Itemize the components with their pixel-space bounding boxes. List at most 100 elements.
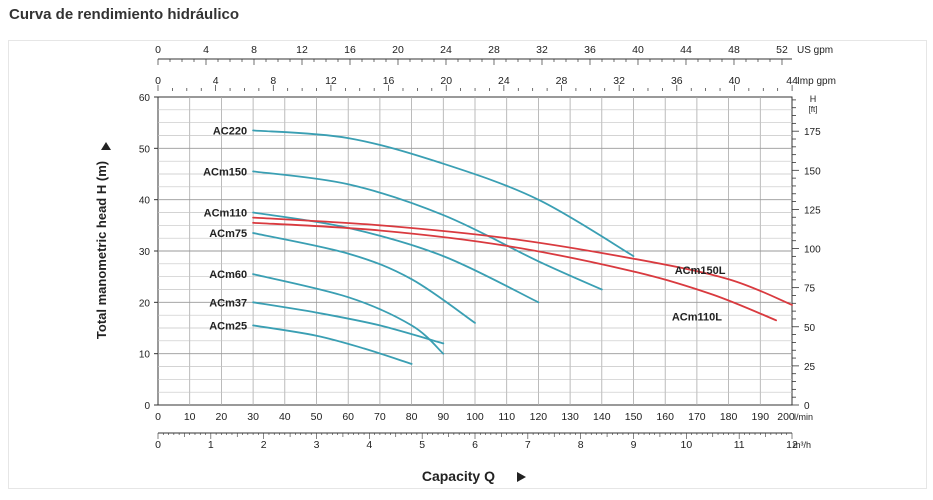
right-axis-tick-label: 175 (804, 127, 821, 138)
left-axis: 0 10 20 30 40 50 60 (139, 93, 158, 412)
top-axis-usgpm-tick-label: 44 (680, 44, 692, 56)
y-axis-label: Total manometric head H (m) (94, 161, 109, 339)
x-axis-arrow-icon (517, 472, 526, 482)
bottom-axis-lmin-tick-label: 30 (247, 411, 259, 423)
bottom-axis-lmin-tick-label: 10 (184, 411, 196, 423)
top-axis-usgpm-unit: US gpm (797, 45, 833, 56)
bottom-axis-m3h-tick-label: 6 (472, 439, 478, 451)
bottom-axis-lmin-tick-label: 200 (777, 411, 795, 423)
series-label-acm37: ACm37 (209, 297, 247, 309)
series-label-acm60: ACm60 (209, 269, 247, 281)
series-line-acm150l (252, 216, 793, 306)
left-axis-tick-label: 60 (139, 93, 151, 104)
left-axis-tick-label: 0 (144, 401, 150, 412)
top-axis-impgpm-tick-label: 32 (613, 75, 625, 87)
series-group (252, 129, 793, 365)
series-label-acm75: ACm75 (209, 228, 247, 240)
right-axis-tick-label: 100 (804, 245, 821, 256)
bottom-axis-lmin-tick-label: 170 (688, 411, 706, 423)
right-axis-unit-label: H (810, 94, 817, 104)
top-axis-impgpm-tick-label: 44 (786, 75, 798, 87)
top-axis-impgpm-tick-label: 40 (729, 75, 741, 87)
bottom-axis-lmin-tick-label: 90 (437, 411, 449, 423)
series-label-acm150l: ACm150L (675, 265, 726, 277)
bottom-axis-lmin-tick-label: 20 (216, 411, 228, 423)
right-axis-tick-label: 25 (804, 362, 816, 373)
bottom-axis-m3h-tick-label: 12 (786, 439, 798, 451)
bottom-axis-lmin-tick-label: 50 (311, 411, 323, 423)
left-axis-tick-label: 20 (139, 298, 151, 309)
left-axis-tick-label: 40 (139, 196, 151, 207)
right-axis-tick-label: 50 (804, 323, 816, 334)
top-axis-usgpm-tick-label: 4 (203, 44, 209, 56)
series-line-acm150 (252, 170, 603, 291)
bottom-axis-m3h-tick-label: 2 (261, 439, 267, 451)
top-axis-usgpm-tick-label: 48 (728, 44, 740, 56)
top-axis-usgpm-tick-label: 12 (296, 44, 308, 56)
right-axis-tick-label: 0 (804, 401, 810, 412)
series-label-acm110l: ACm110L (672, 311, 722, 323)
top-axis-usgpm-tick-label: 16 (344, 44, 356, 56)
bottom-axis-lmin-tick-label: 160 (656, 411, 674, 423)
bottom-axis-m3h-tick-label: 10 (680, 439, 692, 451)
top-axis-usgpm-tick-label: 20 (392, 44, 404, 56)
right-axis-tick-label: 125 (804, 205, 821, 216)
bottom-axis-m3h-tick-label: 4 (366, 439, 372, 451)
top-axis-impgpm-tick-label: 28 (556, 75, 568, 87)
right-axis-tick-label: 150 (804, 166, 821, 177)
bottom-axis-m3h-tick-label: 8 (578, 439, 584, 451)
page-title: Curva de rendimiento hidráulico (9, 6, 240, 23)
bottom-axes: 0 10 20 30 40 50 60 70 80 90 100 110 120 130 140 150 160… (155, 411, 813, 451)
right-axis-unit-label: [ft] (809, 105, 818, 114)
left-axis-tick-label: 10 (139, 350, 151, 361)
top-axis-usgpm-tick-label: 52 (776, 44, 788, 56)
bottom-axis-m3h-tick-label: 9 (631, 439, 637, 451)
top-axis-usgpm-tick-label: 32 (536, 44, 548, 56)
bottom-axis-m3h-tick-label: 5 (419, 439, 425, 451)
x-axis-label: Capacity Q (422, 468, 495, 484)
top-axis-usgpm-tick-label: 28 (488, 44, 500, 56)
top-axis-usgpm-tick-label: 0 (155, 44, 161, 56)
bottom-axis-m3h-unit: m³/h (793, 440, 811, 450)
bottom-axis-lmin-tick-label: 130 (561, 411, 579, 423)
series-line-ac220 (252, 129, 635, 257)
series-line-acm37 (252, 301, 445, 345)
top-axis-impgpm-tick-label: 8 (270, 75, 276, 87)
bottom-axis-m3h-tick-label: 1 (208, 439, 214, 451)
chart-container (8, 40, 927, 489)
top-axis-usgpm-tick-label: 36 (584, 44, 596, 56)
bottom-axis-m3h-tick-label: 7 (525, 439, 531, 451)
bottom-axis-lmin-tick-label: 60 (342, 411, 354, 423)
bottom-axis-lmin-tick-label: 0 (155, 411, 161, 423)
bottom-axis-lmin-unit: l/min (794, 412, 813, 422)
top-axis-impgpm-tick-label: 24 (498, 75, 510, 87)
top-axis-impgpm-tick-label: 0 (155, 75, 161, 87)
y-axis-arrow-icon (101, 142, 111, 150)
bottom-axis-lmin-tick-label: 70 (374, 411, 386, 423)
series-line-acm25 (252, 324, 413, 365)
series-line-acm110l (252, 221, 777, 322)
top-axis-usgpm-tick-label: 24 (440, 44, 452, 56)
bottom-axis-lmin-tick-label: 40 (279, 411, 291, 423)
bottom-axis-lmin-tick-label: 140 (593, 411, 611, 423)
bottom-axis-m3h-tick-label: 3 (314, 439, 320, 451)
bottom-axis-lmin-tick-label: 150 (625, 411, 643, 423)
series-label-acm150: ACm150 (203, 166, 247, 178)
bottom-axis-lmin-tick-label: 80 (406, 411, 418, 423)
bottom-axis-m3h-tick-label: 11 (734, 439, 745, 451)
series-label-acm110: ACm110 (204, 208, 247, 220)
bottom-axis-lmin-tick-label: 110 (498, 411, 515, 423)
top-axis-impgpm-tick-label: 16 (383, 75, 395, 87)
top-axis-usgpm-tick-label: 8 (251, 44, 257, 56)
top-axis-impgpm-tick-label: 20 (440, 75, 452, 87)
right-axis-tick-label: 75 (804, 284, 816, 295)
bottom-axis-lmin-tick-label: 180 (720, 411, 738, 423)
left-axis-tick-label: 30 (139, 247, 151, 258)
top-axis-usgpm-tick-label: 40 (632, 44, 644, 56)
bottom-axis-lmin-tick-label: 190 (752, 411, 770, 423)
bottom-axis-lmin-tick-label: 120 (530, 411, 548, 423)
top-axis-impgpm-unit: Imp gpm (797, 76, 836, 87)
bottom-axis-m3h-tick-label: 0 (155, 439, 161, 451)
